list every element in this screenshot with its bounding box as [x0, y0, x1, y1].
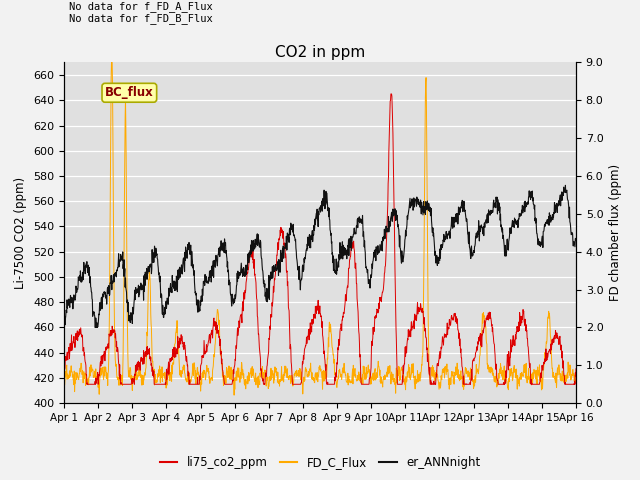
- Y-axis label: FD chamber flux (ppm): FD chamber flux (ppm): [609, 164, 622, 301]
- Text: No data for f_FD_A_Flux
No data for f_FD_B_Flux: No data for f_FD_A_Flux No data for f_FD…: [69, 1, 213, 24]
- Legend: li75_co2_ppm, FD_C_Flux, er_ANNnight: li75_co2_ppm, FD_C_Flux, er_ANNnight: [155, 452, 485, 474]
- Text: BC_flux: BC_flux: [105, 86, 154, 99]
- Y-axis label: Li-7500 CO2 (ppm): Li-7500 CO2 (ppm): [15, 177, 28, 289]
- Title: CO2 in ppm: CO2 in ppm: [275, 45, 365, 60]
